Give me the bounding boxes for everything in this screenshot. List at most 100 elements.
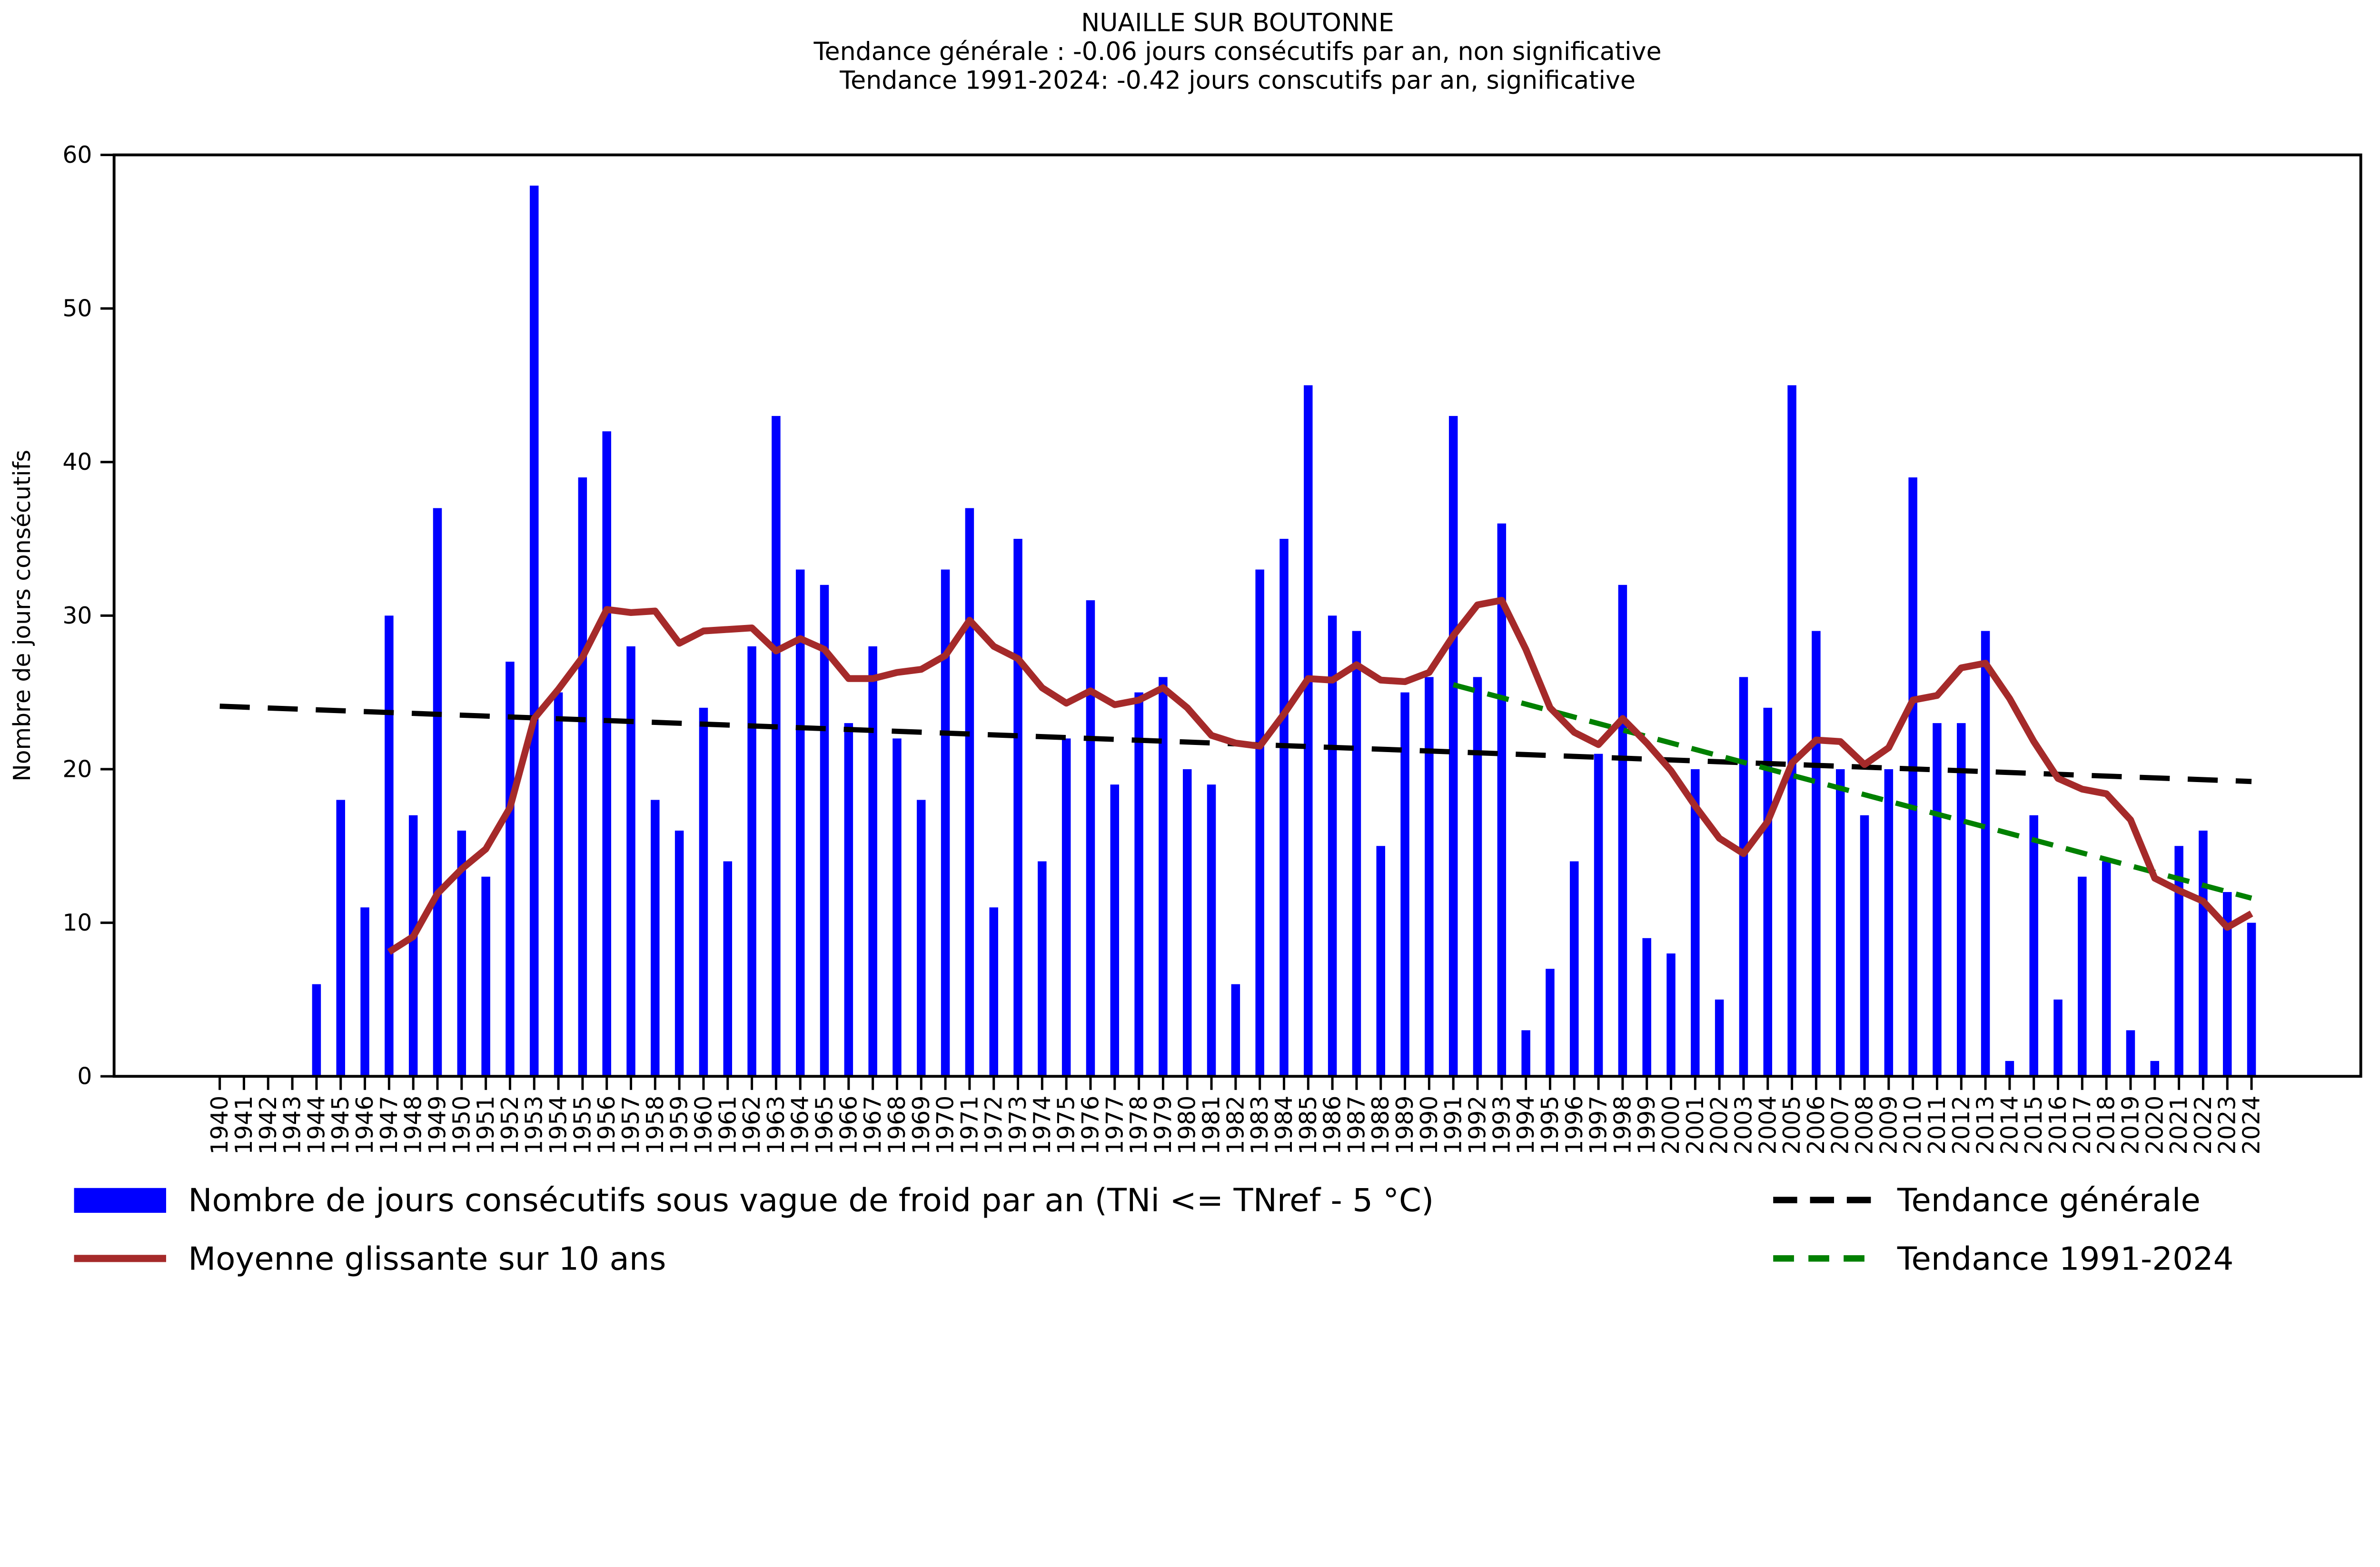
x-tick-label-1959: 1959 [666,1096,693,1155]
bar-1990 [1425,677,1434,1077]
x-tick-label-1969: 1969 [908,1096,935,1155]
bar-1955 [578,477,587,1077]
bar-2007 [1835,769,1845,1077]
bar-1957 [626,646,635,1077]
x-tick-label-1957: 1957 [617,1096,645,1155]
x-axis: 1940194119421943194419451946194719481949… [206,1076,2265,1155]
y-tick-label-10: 10 [62,909,92,936]
x-tick-label-1984: 1984 [1270,1096,1298,1155]
bar-1949 [433,508,442,1077]
bar-1962 [747,646,756,1077]
bar-2009 [1884,769,1894,1077]
bar-1988 [1376,846,1385,1077]
x-tick-label-1970: 1970 [932,1096,959,1155]
x-tick-label-2001: 2001 [1682,1096,1709,1155]
x-tick-label-2013: 2013 [1972,1096,1999,1155]
x-tick-label-2009: 2009 [1875,1096,1902,1155]
x-tick-label-1940: 1940 [206,1096,233,1155]
x-tick-label-2006: 2006 [1803,1096,1830,1155]
bar-2023 [2222,892,2232,1077]
bar-1984 [1279,538,1289,1077]
x-tick-label-1972: 1972 [980,1096,1007,1155]
x-tick-label-1961: 1961 [714,1096,741,1155]
x-tick-label-1941: 1941 [230,1096,258,1155]
y-tick-label-20: 20 [62,755,92,783]
bar-2002 [1715,999,1724,1077]
bar-1964 [795,569,805,1077]
y-tick-label-0: 0 [77,1063,92,1090]
x-tick-label-1989: 1989 [1391,1096,1418,1155]
bar-1963 [772,416,781,1077]
bar-2012 [1957,723,1966,1077]
x-tick-label-1986: 1986 [1319,1096,1346,1155]
x-tick-label-1971: 1971 [956,1096,983,1155]
x-tick-label-1944: 1944 [303,1096,330,1155]
x-tick-label-1958: 1958 [642,1096,669,1155]
y-tick-label-30: 30 [62,602,92,629]
x-tick-label-1943: 1943 [279,1096,306,1155]
bar-2019 [2126,1030,2135,1077]
bar-1978 [1134,692,1143,1077]
legend-trend-general-label: Tendance générale [1897,1182,2201,1219]
x-tick-label-2011: 2011 [1924,1096,1951,1155]
bar-1999 [1642,938,1651,1077]
x-tick-label-1993: 1993 [1488,1096,1515,1155]
chart-title: NUAILLE SUR BOUTONNE [1081,9,1394,38]
x-tick-label-1954: 1954 [545,1096,572,1155]
bar-2018 [2102,861,2111,1077]
chart-canvas: NUAILLE SUR BOUTONNE Tendance générale :… [9,9,2362,1278]
bar-1980 [1182,769,1192,1077]
x-tick-label-1973: 1973 [1004,1096,1031,1155]
bar-1966 [844,723,853,1077]
bar-1997 [1594,754,1603,1077]
chart-subtitle-1: Tendance générale : -0.06 jours consécut… [813,38,1662,66]
bar-1948 [408,815,418,1077]
x-tick-label-1995: 1995 [1537,1096,1564,1155]
bar-1965 [820,585,829,1077]
bar-1945 [336,800,345,1077]
x-tick-label-1997: 1997 [1585,1096,1612,1155]
trend-1991-2024-line [1452,682,2252,901]
bar-2014 [2005,1061,2014,1077]
x-tick-label-1960: 1960 [690,1096,717,1155]
bar-2006 [1812,631,1821,1077]
bar-2013 [1981,631,1990,1077]
figure: NUAILLE SUR BOUTONNE Tendance générale :… [9,9,2362,1278]
bar-1968 [892,738,902,1077]
bar-1994 [1521,1030,1530,1077]
x-tick-label-1991: 1991 [1440,1096,1467,1155]
x-tick-label-1975: 1975 [1053,1096,1080,1155]
x-tick-label-2008: 2008 [1851,1096,1878,1155]
x-tick-label-1987: 1987 [1343,1096,1370,1155]
bar-2010 [1908,477,1917,1077]
x-tick-label-1947: 1947 [376,1096,403,1155]
x-tick-label-1979: 1979 [1150,1096,1177,1155]
bar-1969 [917,800,926,1077]
bar-1973 [1013,538,1022,1077]
x-tick-label-1962: 1962 [738,1096,765,1155]
x-tick-label-1990: 1990 [1416,1096,1443,1155]
legend-bar-swatch [74,1188,166,1213]
bar-1959 [674,830,684,1077]
y-tick-label-60: 60 [62,141,92,169]
bar-2017 [2078,876,2087,1077]
x-tick-label-1968: 1968 [883,1096,911,1155]
bar-1952 [506,662,515,1077]
axes-frame [112,153,2362,1078]
bar-1985 [1304,385,1313,1077]
bar-1976 [1086,600,1095,1077]
x-tick-label-1999: 1999 [1633,1096,1660,1155]
x-tick-label-2021: 2021 [2165,1096,2192,1155]
legend-rolling-label: Moyenne glissante sur 10 ans [188,1240,666,1277]
x-tick-label-1982: 1982 [1222,1096,1249,1155]
x-tick-label-1956: 1956 [593,1096,620,1155]
bar-series [312,185,2256,1077]
bar-1958 [651,800,660,1077]
bar-1974 [1038,861,1047,1077]
x-tick-label-2015: 2015 [2020,1096,2047,1155]
bar-2001 [1691,769,1700,1077]
x-tick-label-1985: 1985 [1295,1096,1322,1155]
x-tick-label-2002: 2002 [1706,1096,1733,1155]
bar-1947 [385,615,394,1077]
x-tick-label-1978: 1978 [1125,1096,1152,1155]
